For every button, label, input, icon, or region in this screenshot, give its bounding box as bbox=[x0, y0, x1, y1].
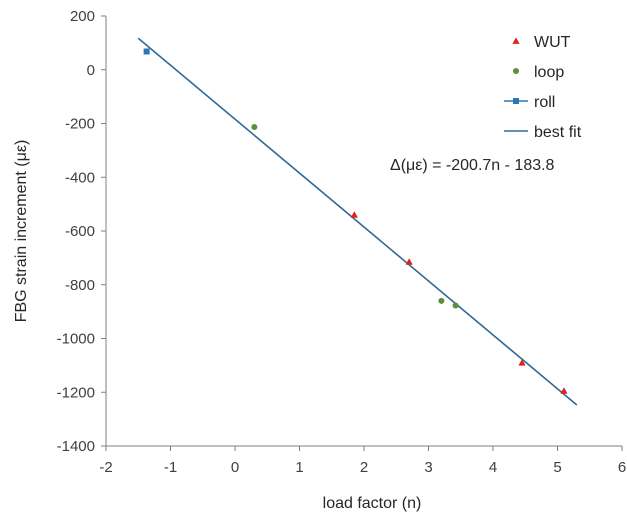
plot-area bbox=[137, 37, 578, 406]
x-tick-label: 1 bbox=[295, 459, 303, 476]
y-tick-label: -1400 bbox=[57, 438, 95, 455]
x-tick-label: 4 bbox=[489, 459, 497, 476]
x-tick-label: 5 bbox=[553, 459, 561, 476]
x-tick-label: 3 bbox=[424, 459, 432, 476]
y-tick-label: -600 bbox=[65, 223, 95, 240]
legend: WUT loop roll best fit bbox=[504, 34, 582, 141]
best-fit-line bbox=[137, 37, 578, 406]
x-tick-label: -1 bbox=[164, 459, 177, 476]
y-tick-label: -400 bbox=[65, 169, 95, 186]
y-tick-label: 200 bbox=[70, 8, 95, 25]
x-tick-label: 2 bbox=[360, 459, 368, 476]
axes bbox=[101, 15, 623, 451]
x-tick-label: 0 bbox=[231, 459, 239, 476]
y-axis-title: FBG strain increment (με) bbox=[13, 140, 30, 323]
legend-roll-marker bbox=[513, 98, 519, 104]
wut-point bbox=[560, 387, 568, 394]
y-tick-label: -800 bbox=[65, 277, 95, 294]
fit-equation-annotation: Δ(με) = -200.7n - 183.8 bbox=[390, 157, 555, 174]
x-axis-title: load factor (n) bbox=[323, 495, 422, 512]
roll-point bbox=[143, 48, 150, 55]
wut-point bbox=[350, 211, 358, 218]
x-tick-label: 6 bbox=[618, 459, 626, 476]
y-tick-label: -1000 bbox=[57, 331, 95, 348]
legend-wut-label: WUT bbox=[534, 34, 571, 51]
legend-roll-label: roll bbox=[534, 94, 555, 111]
y-tick-label: -1200 bbox=[57, 384, 95, 401]
loop-point bbox=[251, 123, 258, 130]
x-tick-label: -2 bbox=[99, 459, 112, 476]
loop-point bbox=[438, 297, 445, 304]
y-tick-label: -200 bbox=[65, 116, 95, 133]
y-tick-label: 0 bbox=[87, 62, 95, 79]
loop-point bbox=[452, 302, 459, 309]
legend-loop-marker bbox=[513, 68, 519, 74]
legend-wut-marker bbox=[512, 37, 520, 44]
legend-best-fit-label: best fit bbox=[534, 124, 582, 141]
tick-labels: -2 -1 0 1 2 3 4 5 6 200 0 -200 -400 -600 -800 -1000 -120… bbox=[57, 8, 627, 476]
legend-loop-label: loop bbox=[534, 64, 564, 81]
wut-point bbox=[405, 258, 413, 265]
wut-point bbox=[518, 359, 526, 366]
